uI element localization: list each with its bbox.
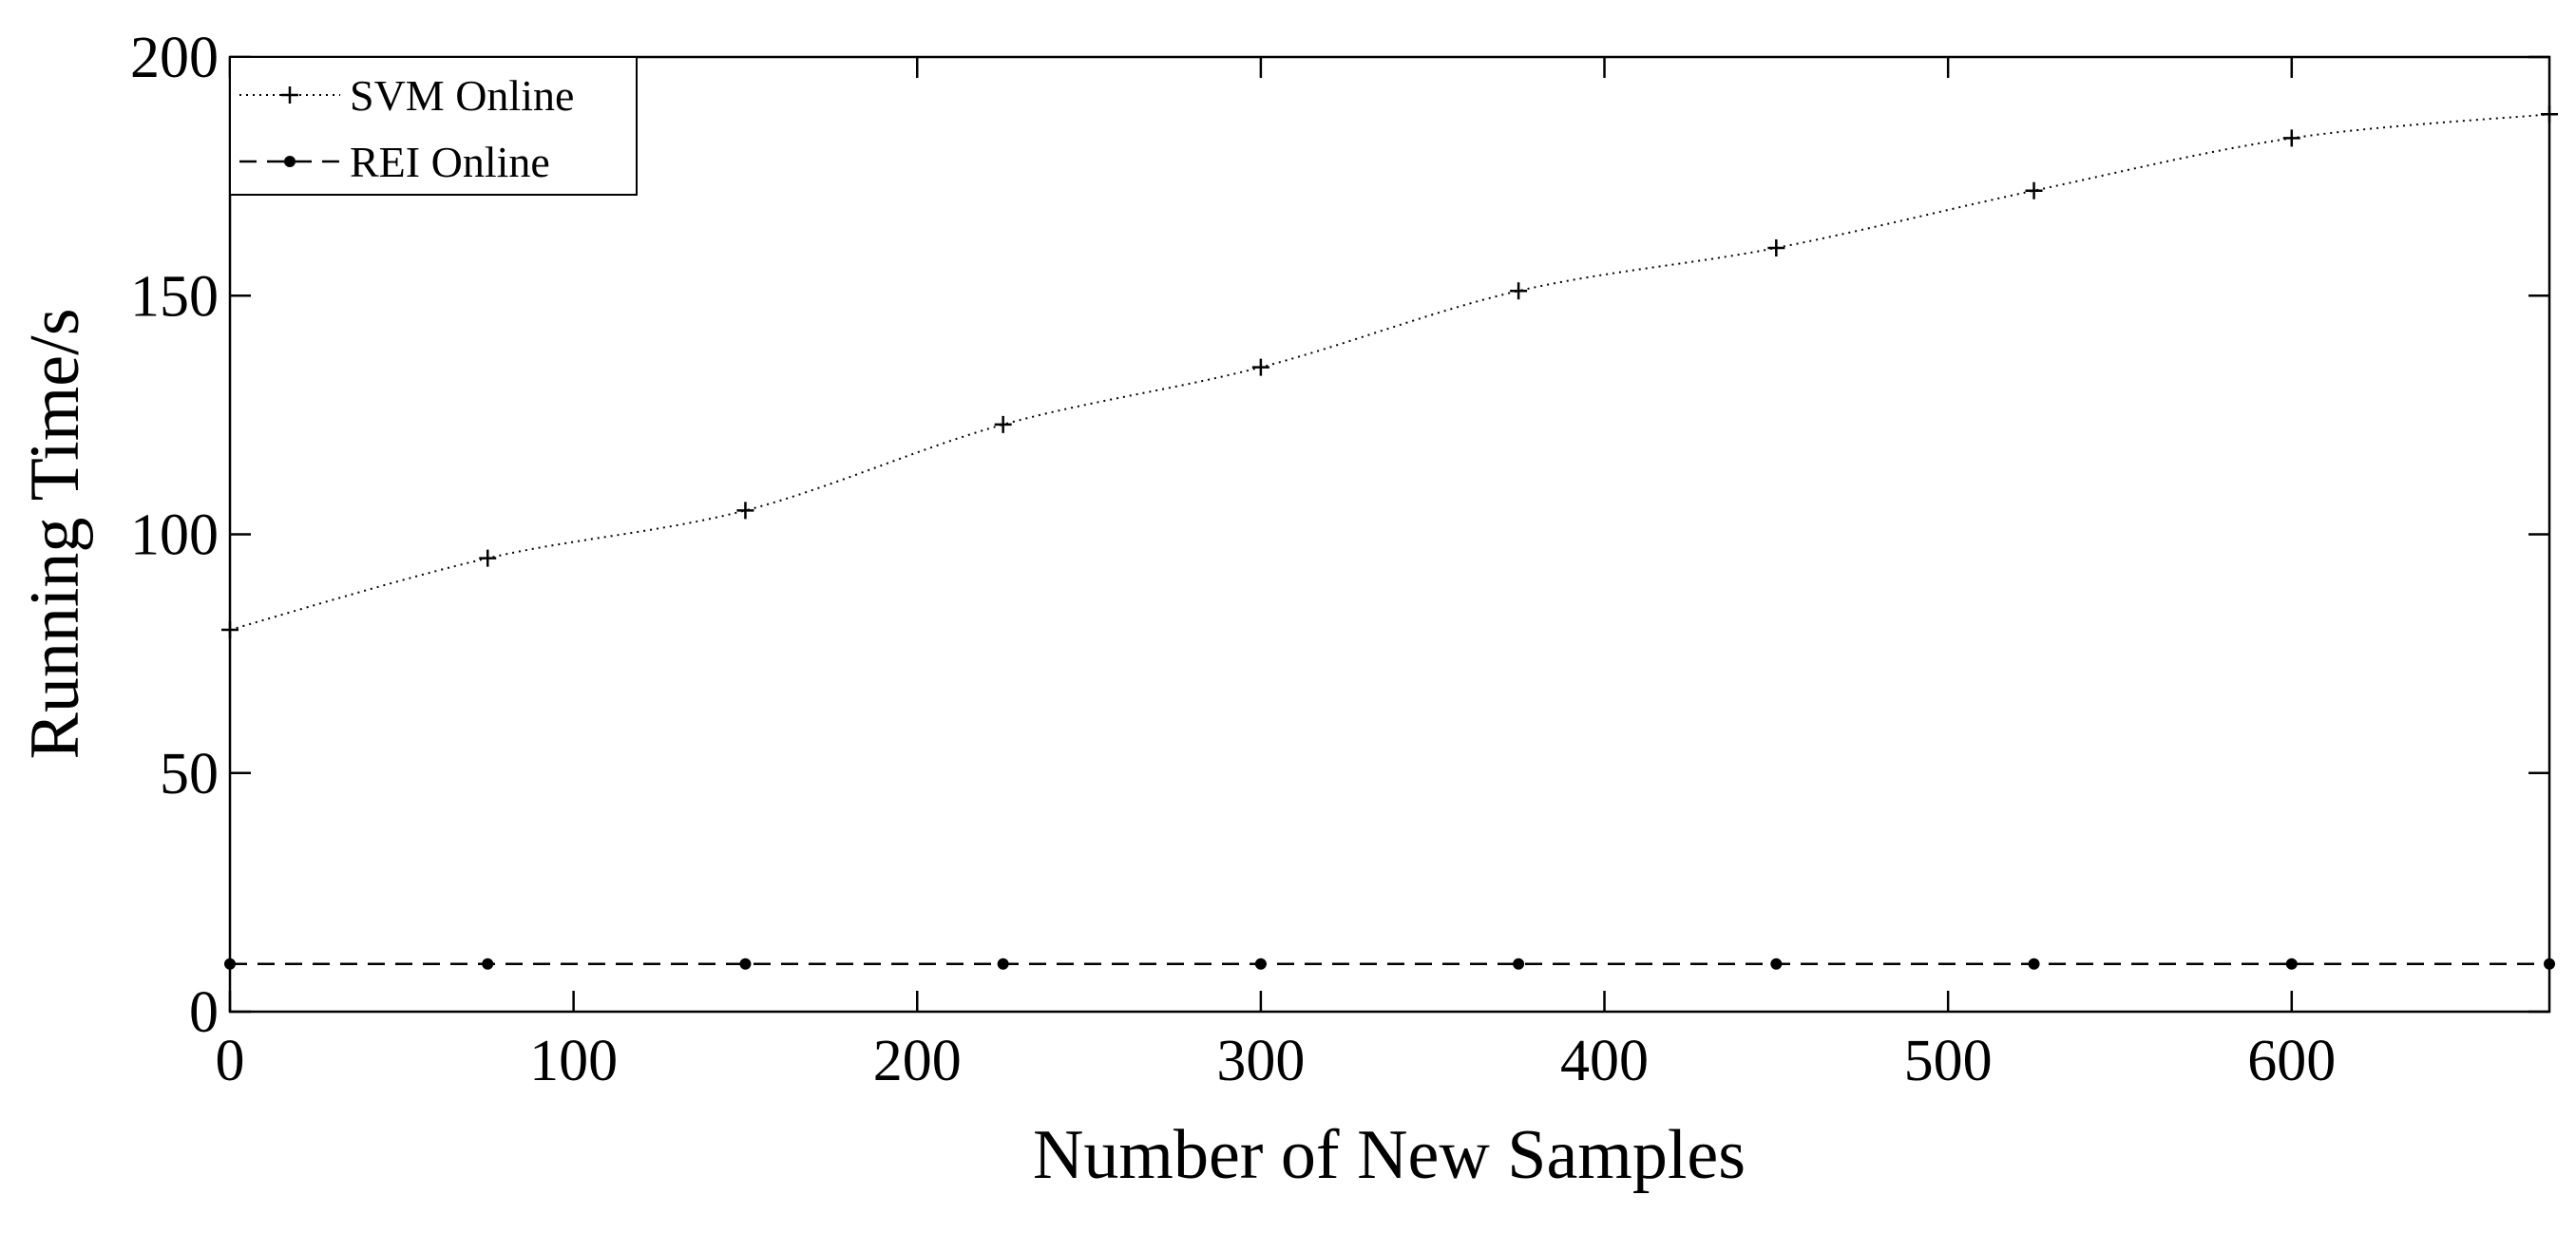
x-tick-label: 600 — [2247, 1029, 2336, 1093]
y-tick-label: 0 — [189, 980, 219, 1045]
x-tick-label: 500 — [1904, 1029, 1993, 1093]
data-point-svm-online — [221, 621, 239, 638]
data-point-rei-online — [739, 958, 752, 970]
y-tick-label: 200 — [130, 26, 219, 90]
data-point-rei-online — [1254, 958, 1267, 970]
data-point-svm-online — [1251, 358, 1269, 376]
series-layer — [221, 105, 2558, 970]
data-point-svm-online — [1767, 239, 1785, 256]
data-point-rei-online — [997, 958, 1009, 970]
legend-svm-marker — [281, 86, 298, 104]
legend-rei-label: REI Online — [350, 138, 550, 186]
x-axis-title: Number of New Samples — [1033, 1116, 1746, 1194]
plot-area — [228, 55, 2551, 1014]
legend-svm-label: SVM Online — [350, 71, 574, 120]
data-point-rei-online — [482, 958, 494, 970]
legend-rei-marker — [284, 156, 296, 167]
data-point-svm-online — [2541, 105, 2558, 123]
x-tick-label: 400 — [1560, 1029, 1649, 1093]
data-point-rei-online — [2028, 958, 2040, 970]
x-tick-label: 100 — [529, 1029, 618, 1093]
data-point-rei-online — [1770, 958, 1783, 970]
data-point-svm-online — [994, 415, 1012, 433]
data-point-rei-online — [1513, 958, 1525, 970]
y-tick-label: 150 — [130, 264, 219, 329]
data-point-svm-online — [2282, 129, 2300, 147]
y-tick-label: 50 — [160, 742, 219, 806]
data-point-svm-online — [736, 502, 754, 520]
legend: SVM Online REI Online — [229, 56, 638, 196]
data-point-rei-online — [2285, 958, 2298, 970]
y-tick-label: 100 — [130, 503, 219, 568]
data-point-rei-online — [2544, 958, 2555, 970]
x-tick-label: 200 — [873, 1029, 962, 1093]
legend-box — [229, 56, 638, 196]
y-axis-title: Running Time/s — [16, 308, 94, 759]
x-tick-label: 0 — [216, 1029, 245, 1093]
x-tick-label: 300 — [1216, 1029, 1305, 1093]
y-axis-ticks: 0 50 100 150 200 — [130, 26, 2549, 1045]
data-point-svm-online — [1510, 282, 1528, 300]
x-axis-ticks: 0 100 200 300 400 500 600 — [216, 57, 2336, 1093]
data-point-rei-online — [224, 958, 236, 970]
data-point-svm-online — [479, 549, 497, 567]
data-point-svm-online — [2025, 181, 2043, 199]
